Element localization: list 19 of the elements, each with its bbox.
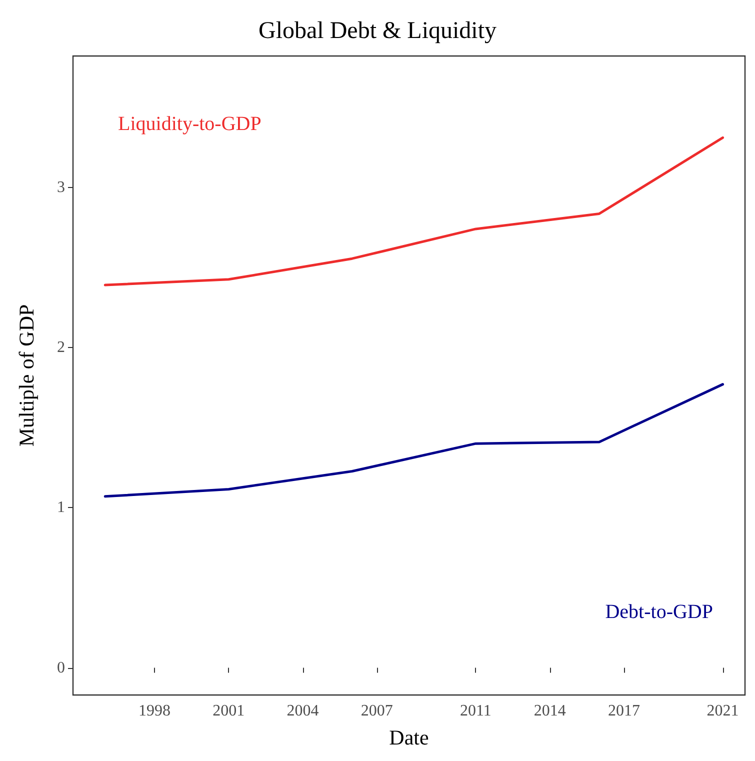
line-series — [104, 383, 724, 498]
y-axis-title: Multiple of GDP — [14, 304, 38, 447]
y-tick-label: 0 — [57, 659, 65, 676]
text: Debt-to-GDP — [605, 601, 713, 623]
text: Liquidity-to-GDP — [118, 113, 262, 135]
y-tick-label: 2 — [57, 338, 65, 356]
x-tick-label: 2017 — [608, 702, 640, 720]
x-tick-label: 2011 — [460, 702, 492, 720]
x-tick-label: 2001 — [212, 702, 245, 720]
x-tick-label: 2004 — [286, 702, 319, 720]
line-series — [104, 136, 724, 286]
x-axis-title: Date — [389, 726, 429, 750]
y-tick-label: 3 — [57, 178, 65, 196]
x-tick-label: 1998 — [138, 702, 171, 720]
x-tick-label: 2007 — [360, 702, 393, 720]
x-tick-label: 2014 — [534, 702, 566, 720]
chart-title: Global Debt & Liquidity — [258, 18, 496, 44]
x-tick-label: 2021 — [706, 702, 739, 720]
y-tick-label: 1 — [57, 499, 65, 516]
